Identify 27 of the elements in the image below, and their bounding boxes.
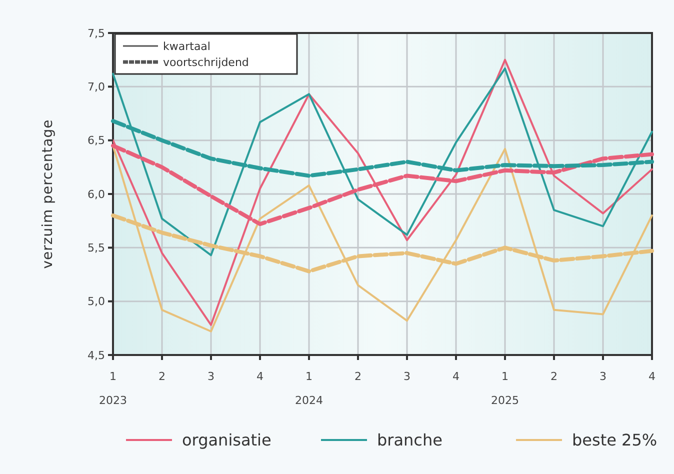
y-axis-title: verzuim percentage xyxy=(40,119,56,269)
x-tick-label: 2 xyxy=(354,370,362,383)
y-tick-label: 5,5 xyxy=(88,242,105,255)
x-tick-label: 3 xyxy=(208,370,214,383)
line-series xyxy=(112,67,653,256)
legend-label: branche xyxy=(377,430,442,450)
y-tick-label: 7,0 xyxy=(88,80,105,94)
y-tick-label: 6,0 xyxy=(88,188,105,201)
y-tick-label: 6,5 xyxy=(88,134,105,148)
x-tick-label: 4 xyxy=(452,370,460,383)
annotation: kwartaal xyxy=(163,40,210,53)
line-series xyxy=(112,58,653,326)
x-tick-label: 1 2023 xyxy=(99,370,127,407)
x-tick-label: 2 xyxy=(550,370,558,383)
y-tick-label: 5,0 xyxy=(88,295,105,308)
x-tick-label: 3 xyxy=(404,370,410,383)
annotation: voortschrijdend xyxy=(163,56,249,69)
legend-label: organisatie xyxy=(182,430,272,450)
x-tick-label: 2 xyxy=(158,370,166,383)
legend-label: beste 25% xyxy=(572,430,658,450)
x-tick-label: 1 2024 xyxy=(295,370,323,407)
x-tick-label: 4 xyxy=(256,370,264,383)
x-tick-label: 3 xyxy=(600,370,606,383)
y-tick-label: 7,5 xyxy=(88,26,105,40)
x-tick-label: 4 xyxy=(648,370,656,383)
x-tick-label: 1 2025 xyxy=(491,370,519,407)
y-tick-label: 4,5 xyxy=(88,348,105,362)
